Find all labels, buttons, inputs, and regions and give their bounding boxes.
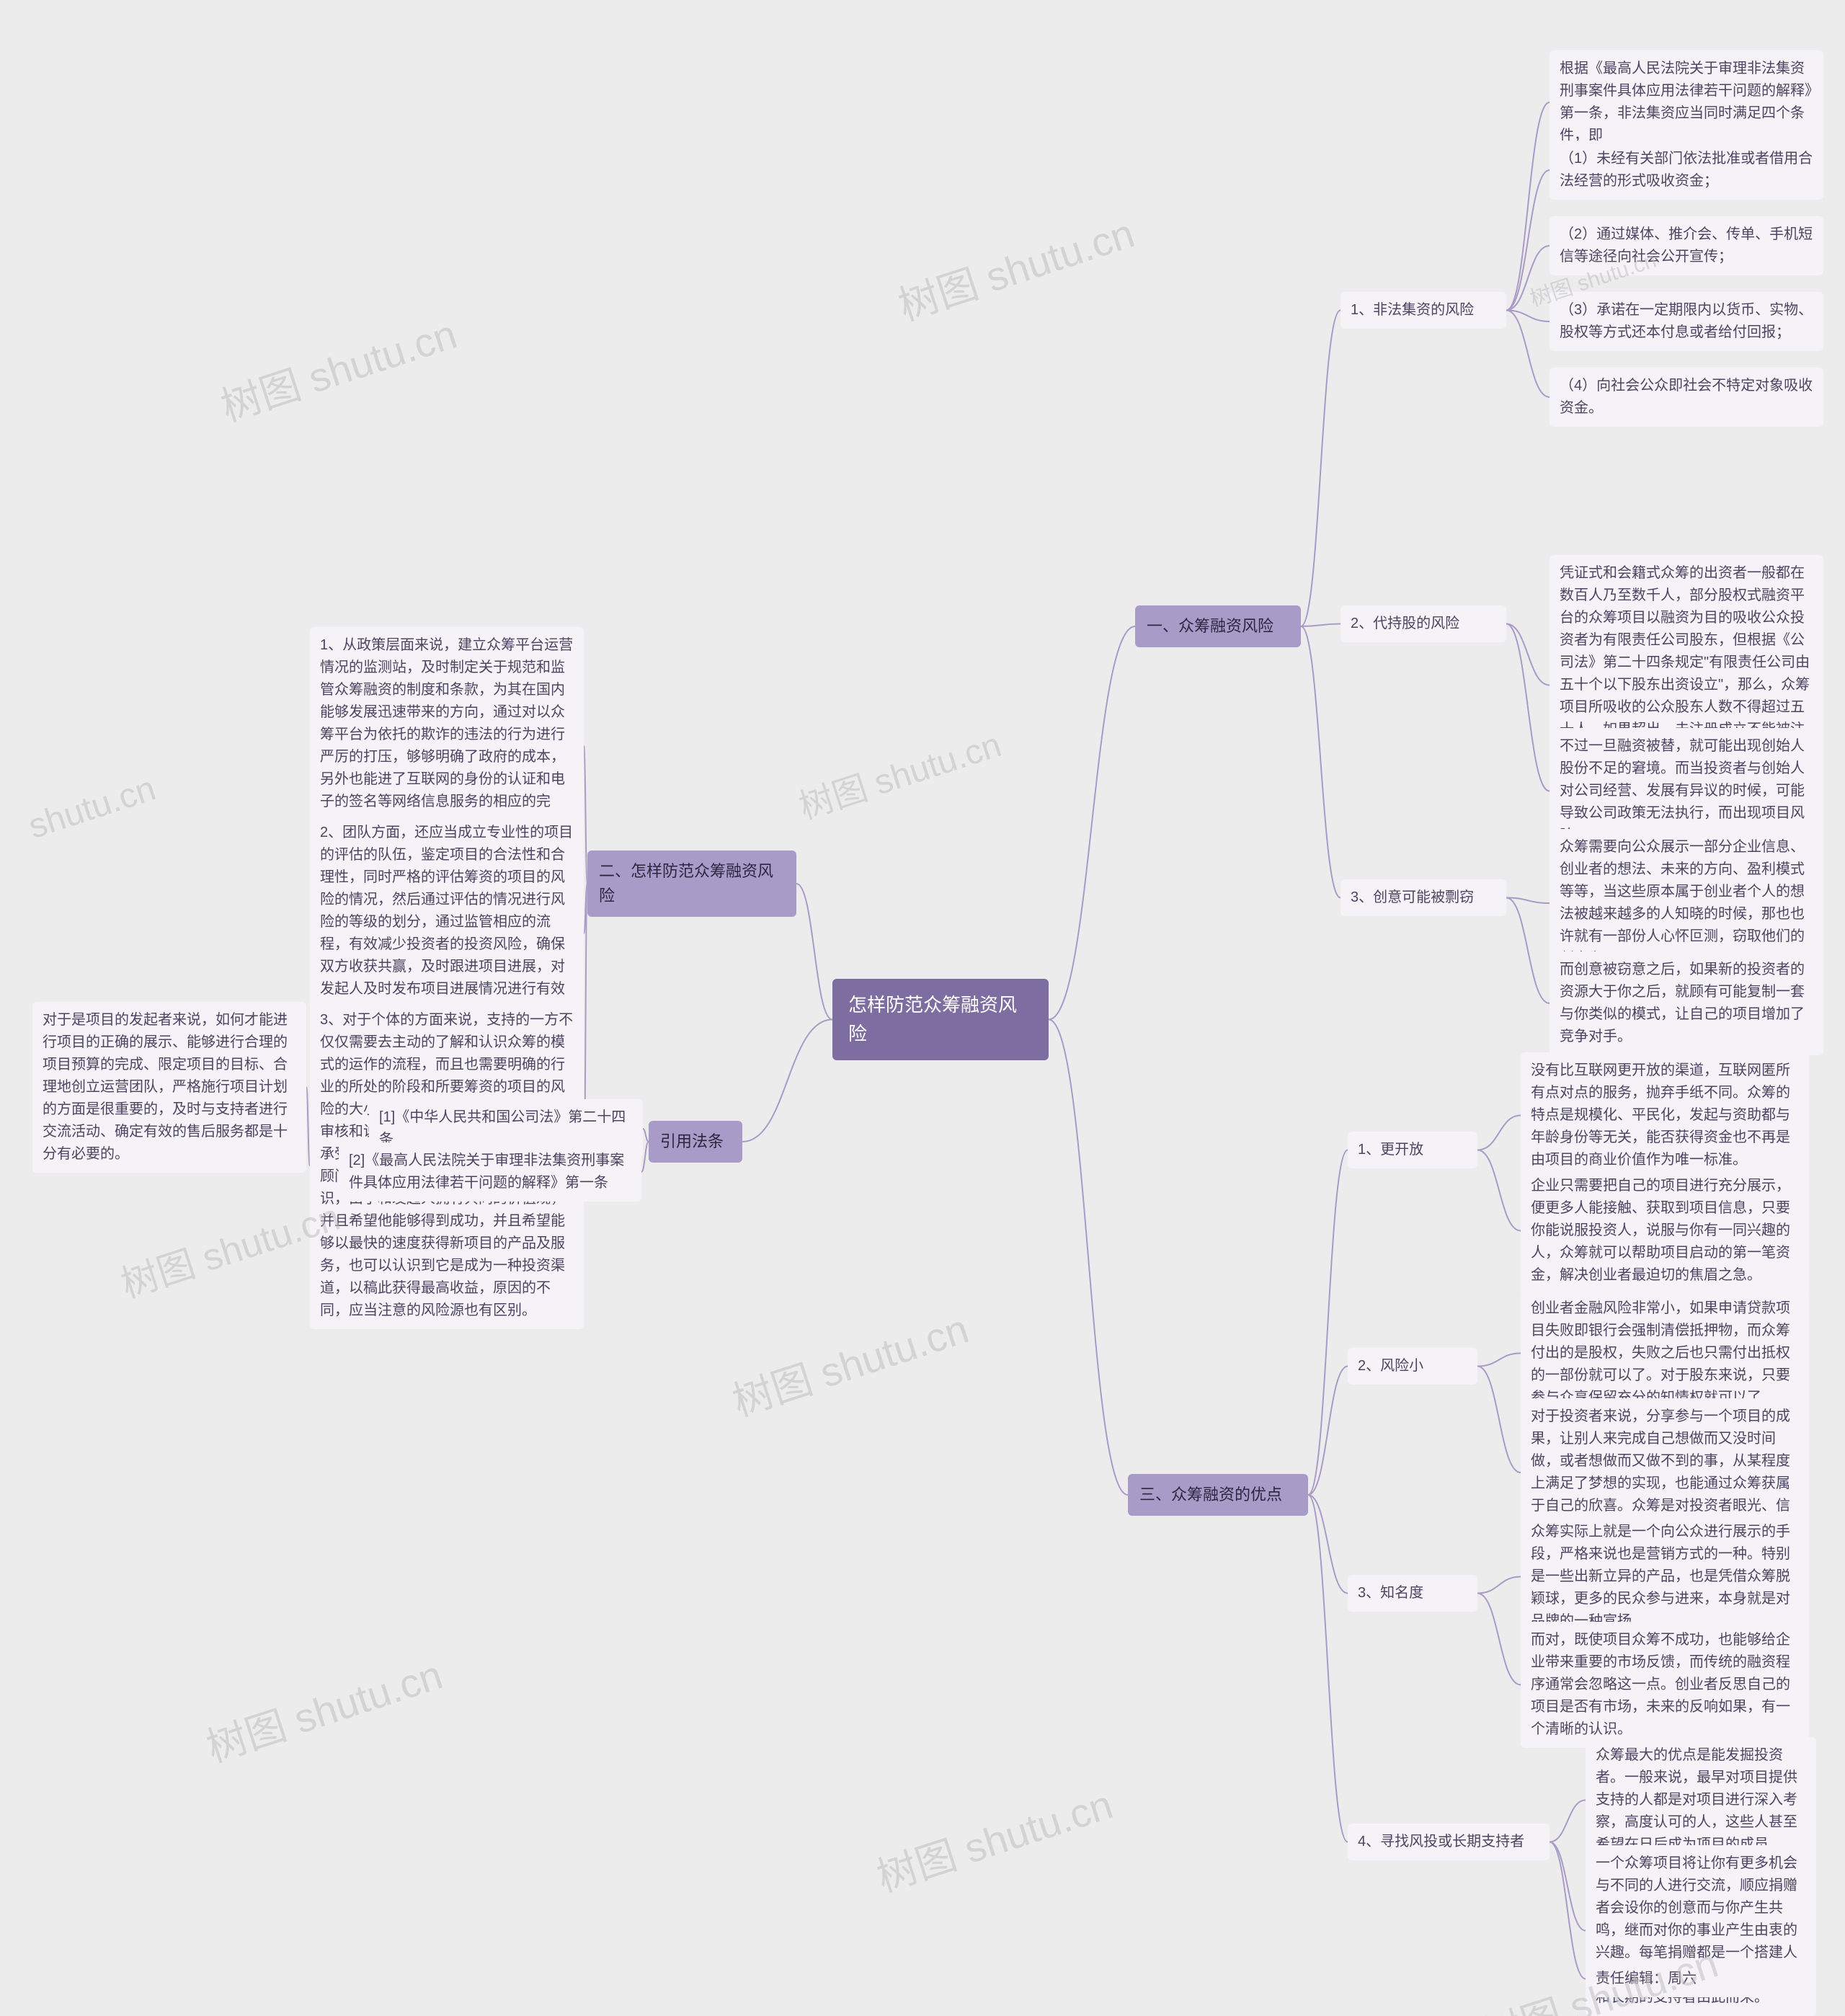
watermark: 树图 shutu.cn [791, 716, 1006, 829]
watermark: 树图 shutu.cn [868, 1772, 1119, 1904]
leaf-node: 而对，既使项目众筹不成功，也能够给企业带来重要的市场反馈，而传统的融资程序通常会… [1521, 1622, 1809, 1748]
watermark: 树图 shutu.cn [213, 302, 463, 433]
sub-node: 1、更开放 [1348, 1132, 1477, 1168]
sub-node: 2、风险小 [1348, 1348, 1477, 1385]
leaf-node: 而创意被窃意之后，如果新的投资者的资源大于你之后，就顾有可能复制一套与你类似的模… [1550, 951, 1823, 1055]
branch-node: 引用法条 [649, 1121, 742, 1163]
leaf-node: 没有比互联网更开放的渠道，互联网匿所有点对点的服务，抛弃手纸不同。众筹的特点是规… [1521, 1052, 1809, 1178]
leaf-node: 根据《最高人民法院关于审理非法集资刑事案件具体应用法律若干问题的解释》第一条，非… [1550, 50, 1823, 154]
center-node: 怎样防范众筹融资风险 [832, 979, 1049, 1060]
sub-node: 4、寻找风投或长期支持者 [1348, 1824, 1550, 1860]
leaf-node: （2）通过媒体、推介会、传单、手机短信等途径向社会公开宣传； [1550, 216, 1823, 275]
branch-node: 三、众筹融资的优点 [1128, 1474, 1308, 1516]
leaf-node: （3）承诺在一定期限内以货币、实物、股权等方式还本付息或者给付回报； [1550, 292, 1823, 351]
watermark: 树图 shutu.cn [890, 201, 1141, 332]
branch-node: 二、怎样防范众筹融资风险 [587, 851, 796, 917]
sub-node: 2、代持股的风险 [1341, 605, 1506, 642]
watermark: 树图 shutu.cn [198, 1643, 449, 1774]
leaf-node: 众筹最大的优点是能发掘投资者。一般来说，最早对项目提供支持的人都是对项目进行深入… [1586, 1737, 1816, 1863]
leaf-node: [2]《最高人民法院关于审理非法集资刑事案件具体应用法律若干问题的解释》第一条 [339, 1142, 641, 1202]
leaf-node: 创业者金融风险非常小，如果申请贷款项目失败即银行会强制清偿抵押物，而众筹付出的是… [1521, 1290, 1809, 1416]
leaf-node: 对于是项目的发起者来说，如何才能进行项目的正确的展示、能够进行合理的项目预算的完… [32, 1002, 306, 1173]
mindmap-canvas: 怎样防范众筹融资风险 一、众筹融资风险 1、非法集资的风险 根据《最高人民法院关于审理… [0, 0, 1845, 2016]
leaf-node: 责任编辑：周六 [1586, 1961, 1816, 1997]
leaf-node: 众筹实际上就是一个向公众进行展示的手段，严格来说也是营销方式的一种。特别是一些出… [1521, 1514, 1809, 1640]
sub-node: 3、创意可能被剽窃 [1341, 879, 1506, 916]
leaf-node: （4）向社会公众即社会不特定对象吸收资金。 [1550, 368, 1823, 427]
branch-node: 一、众筹融资风险 [1135, 605, 1301, 647]
sub-node: 1、非法集资的风险 [1341, 292, 1506, 329]
watermark: shutu.cn [24, 769, 161, 847]
watermark: 树图 shutu.cn [724, 1297, 975, 1428]
leaf-node: 企业只需要把自己的项目进行充分展示，便更多人能接触、获取到项目信息，只要你能说服… [1521, 1168, 1809, 1294]
leaf-node: （1）未经有关部门依法批准或者借用合法经营的形式吸收资金； [1550, 141, 1823, 200]
sub-node: 3、知名度 [1348, 1575, 1477, 1612]
